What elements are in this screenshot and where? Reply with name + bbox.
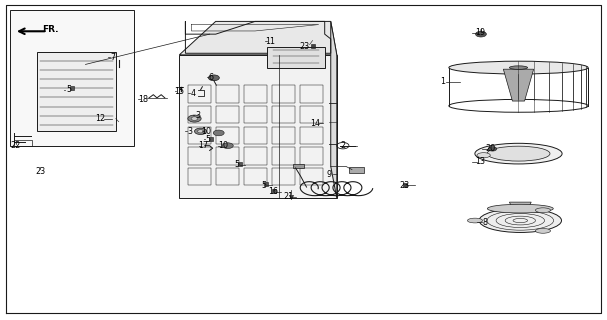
Circle shape bbox=[194, 128, 206, 134]
Bar bbox=[188, 126, 211, 144]
Bar bbox=[188, 168, 211, 186]
Bar bbox=[349, 167, 364, 173]
Text: 5: 5 bbox=[262, 181, 266, 190]
Text: 11: 11 bbox=[265, 37, 275, 46]
Text: 7: 7 bbox=[110, 53, 115, 62]
Bar bbox=[188, 85, 211, 103]
Text: 18: 18 bbox=[138, 95, 148, 104]
Text: 3: 3 bbox=[188, 127, 193, 136]
Circle shape bbox=[213, 130, 224, 136]
Bar bbox=[244, 126, 267, 144]
Text: 9: 9 bbox=[327, 170, 332, 179]
Bar bbox=[216, 85, 239, 103]
Bar bbox=[272, 85, 295, 103]
Bar bbox=[188, 147, 211, 165]
Polygon shape bbox=[179, 55, 337, 198]
Bar bbox=[272, 106, 295, 123]
Bar bbox=[216, 147, 239, 165]
Text: 10: 10 bbox=[202, 127, 212, 136]
Text: 5: 5 bbox=[66, 85, 71, 94]
Text: 16: 16 bbox=[268, 188, 278, 196]
Text: 23: 23 bbox=[35, 167, 45, 176]
Bar bbox=[244, 168, 267, 186]
Text: 4: 4 bbox=[191, 89, 196, 98]
Bar bbox=[300, 106, 323, 123]
Text: 20: 20 bbox=[485, 144, 495, 153]
Circle shape bbox=[188, 115, 201, 122]
Bar bbox=[300, 147, 323, 165]
Text: 23: 23 bbox=[399, 181, 409, 190]
Ellipse shape bbox=[509, 66, 527, 69]
Polygon shape bbox=[503, 69, 534, 101]
Text: 13: 13 bbox=[475, 157, 485, 166]
Bar bbox=[216, 106, 239, 123]
Bar bbox=[300, 126, 323, 144]
Text: 5: 5 bbox=[234, 160, 239, 169]
Bar bbox=[267, 47, 325, 68]
Text: 23: 23 bbox=[299, 42, 309, 52]
Circle shape bbox=[488, 147, 497, 151]
Text: 5: 5 bbox=[206, 135, 211, 144]
Text: 10: 10 bbox=[218, 141, 228, 150]
Bar bbox=[14, 140, 32, 146]
Text: 3: 3 bbox=[195, 111, 200, 120]
Text: FR.: FR. bbox=[42, 25, 58, 34]
Text: 6: 6 bbox=[209, 73, 214, 82]
Circle shape bbox=[191, 117, 198, 120]
Bar bbox=[188, 106, 211, 123]
Bar bbox=[300, 85, 323, 103]
Text: 17: 17 bbox=[198, 141, 209, 150]
Ellipse shape bbox=[479, 209, 561, 232]
Text: 14: 14 bbox=[311, 119, 320, 128]
Bar bbox=[272, 168, 295, 186]
Polygon shape bbox=[331, 21, 337, 198]
Bar bbox=[244, 106, 267, 123]
Text: 19: 19 bbox=[475, 28, 485, 37]
Ellipse shape bbox=[535, 208, 551, 212]
Text: 22: 22 bbox=[11, 141, 21, 150]
Ellipse shape bbox=[477, 153, 490, 158]
Bar bbox=[300, 168, 323, 186]
Circle shape bbox=[475, 31, 486, 37]
Text: 15: 15 bbox=[174, 87, 185, 96]
Bar bbox=[244, 85, 267, 103]
Ellipse shape bbox=[475, 143, 562, 164]
Polygon shape bbox=[10, 10, 134, 146]
Circle shape bbox=[208, 75, 219, 81]
Bar bbox=[216, 126, 239, 144]
Text: 8: 8 bbox=[483, 218, 487, 227]
Text: 12: 12 bbox=[95, 114, 106, 123]
Ellipse shape bbox=[487, 204, 553, 213]
Ellipse shape bbox=[449, 61, 588, 74]
Bar bbox=[244, 147, 267, 165]
Polygon shape bbox=[179, 21, 337, 55]
Text: 1: 1 bbox=[440, 77, 446, 86]
Polygon shape bbox=[14, 24, 32, 39]
Bar bbox=[272, 126, 295, 144]
Text: 2: 2 bbox=[341, 141, 345, 150]
Ellipse shape bbox=[487, 146, 550, 161]
Ellipse shape bbox=[467, 218, 483, 223]
Circle shape bbox=[197, 130, 203, 133]
Ellipse shape bbox=[535, 228, 551, 233]
Circle shape bbox=[222, 143, 233, 148]
Bar bbox=[272, 147, 295, 165]
Bar bbox=[293, 164, 304, 168]
Text: 21: 21 bbox=[283, 192, 293, 201]
Polygon shape bbox=[509, 202, 531, 210]
Bar bbox=[216, 168, 239, 186]
Bar bbox=[37, 52, 116, 131]
